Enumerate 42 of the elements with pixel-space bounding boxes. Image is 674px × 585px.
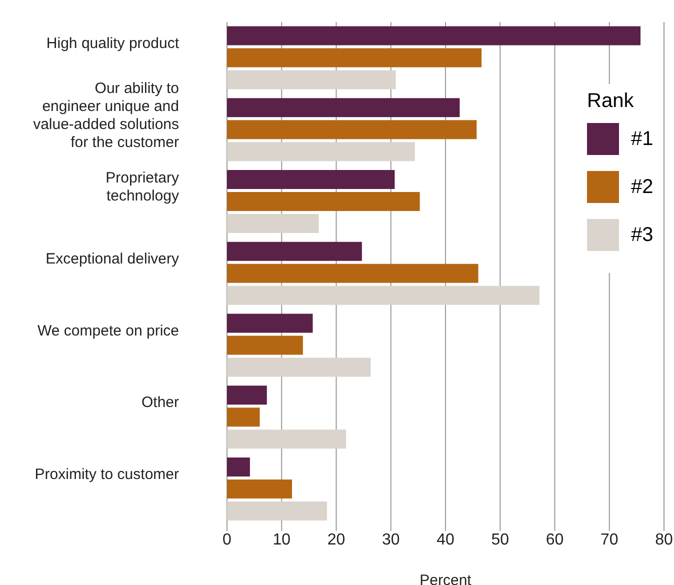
x-tick-label: 30 xyxy=(382,531,400,548)
y-tick-label: High quality product xyxy=(46,34,180,52)
bar xyxy=(227,192,420,212)
bar xyxy=(227,336,303,355)
x-tick-label: 40 xyxy=(436,531,454,548)
bar xyxy=(227,286,540,305)
legend-label: #3 xyxy=(631,224,654,246)
y-tick-label: Our ability to engineer unique and value-added solutions for the customer xyxy=(33,80,179,151)
bar xyxy=(227,479,292,498)
bar xyxy=(227,214,319,234)
x-axis-title: Percent xyxy=(420,572,472,585)
bar xyxy=(227,457,250,476)
bar xyxy=(227,170,395,190)
y-tick-label: Other xyxy=(141,394,180,412)
bar xyxy=(227,430,346,449)
x-tick-label: 70 xyxy=(600,531,618,548)
bar xyxy=(227,264,478,283)
bar xyxy=(227,120,477,140)
x-tick-label: 50 xyxy=(491,531,510,548)
y-tick-label: Proximity to customer xyxy=(34,466,179,484)
legend-label: #2 xyxy=(631,176,654,198)
bar xyxy=(227,142,415,162)
bar xyxy=(227,358,371,377)
bar xyxy=(227,408,260,427)
y-tick-label: We compete on price xyxy=(38,322,179,340)
bar xyxy=(227,386,267,405)
bar xyxy=(227,314,313,333)
bar xyxy=(227,48,482,68)
bar xyxy=(227,98,460,118)
x-tick-label: 80 xyxy=(655,531,673,548)
bar xyxy=(227,26,641,46)
x-tick-label: 0 xyxy=(222,531,232,548)
y-tick-label: Proprietary technology xyxy=(106,170,180,205)
bar xyxy=(227,242,362,261)
bar xyxy=(227,501,327,520)
bar xyxy=(227,70,396,90)
y-tick-label: Exceptional delivery xyxy=(46,250,180,268)
legend-label: #1 xyxy=(631,128,654,150)
x-tick-label: 60 xyxy=(546,531,564,548)
x-tick-label: 20 xyxy=(327,531,346,548)
legend-title: Rank xyxy=(587,90,635,113)
x-tick-label: 10 xyxy=(272,531,291,548)
